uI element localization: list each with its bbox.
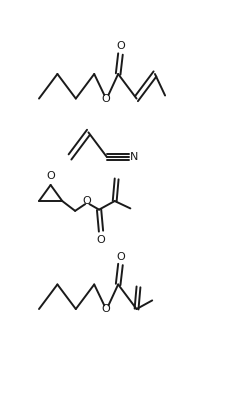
Text: O: O	[83, 196, 92, 206]
Text: O: O	[97, 235, 106, 245]
Text: O: O	[116, 41, 125, 51]
Text: O: O	[102, 94, 110, 104]
Text: O: O	[102, 304, 110, 314]
Text: N: N	[130, 152, 138, 162]
Text: O: O	[116, 252, 125, 262]
Text: O: O	[46, 171, 55, 181]
